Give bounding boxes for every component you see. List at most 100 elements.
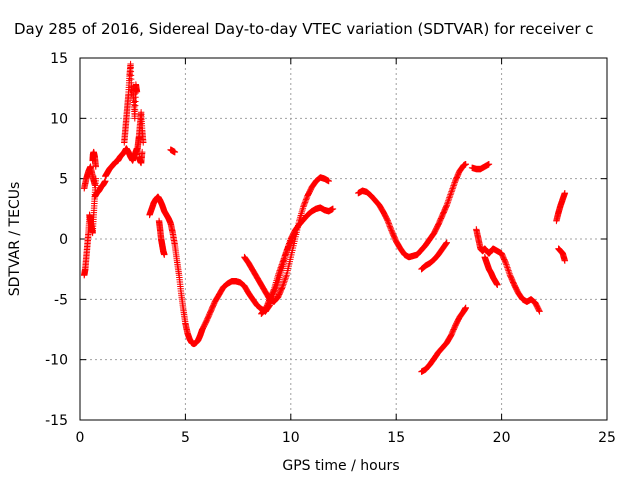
data-series-t23	[481, 253, 501, 289]
y-tick-label: 5	[59, 172, 68, 188]
data-point	[561, 189, 569, 197]
y-tick-label: 15	[50, 51, 68, 67]
data-point	[302, 197, 309, 205]
data-point	[279, 258, 287, 265]
x-tick-label: 5	[181, 430, 190, 446]
data-point	[385, 220, 393, 227]
data-point	[386, 221, 393, 229]
data-point	[384, 217, 391, 225]
data-point	[387, 225, 395, 233]
data-point	[301, 200, 308, 207]
data-point	[281, 276, 289, 283]
data-point	[503, 262, 511, 270]
x-tick-label: 15	[387, 430, 405, 446]
data-point	[444, 200, 451, 207]
data-point	[329, 205, 337, 213]
data-series-t11	[146, 193, 206, 348]
data-point	[448, 188, 455, 195]
y-axis-label: SDTVAR / TECUs	[7, 182, 23, 297]
data-point	[448, 186, 456, 194]
y-tick-label: 10	[50, 111, 68, 127]
data-series-t5	[91, 177, 109, 200]
data-series-t19	[418, 239, 450, 273]
data-point	[275, 270, 282, 277]
data-point	[462, 304, 469, 311]
data-point	[443, 240, 450, 247]
data-point	[278, 285, 286, 292]
data-series-t14	[199, 278, 269, 333]
data-point	[277, 264, 284, 271]
data-point	[281, 253, 288, 261]
data-series-t4	[89, 148, 100, 170]
data-series-t9	[133, 109, 147, 158]
data-series-t13	[167, 146, 179, 156]
data-series-t7	[121, 60, 135, 146]
data-point	[385, 219, 392, 226]
data-point	[281, 278, 288, 285]
data-points	[81, 60, 569, 375]
data-point	[386, 223, 394, 230]
data-point	[302, 196, 310, 203]
x-tick-label: 10	[282, 430, 300, 446]
data-point	[505, 268, 513, 276]
data-series-t17	[258, 229, 299, 318]
data-point	[449, 185, 456, 192]
data-point	[303, 195, 310, 202]
data-series-t12	[155, 217, 168, 258]
data-point	[276, 268, 283, 276]
data-point	[387, 224, 394, 231]
data-series-t18	[355, 160, 469, 261]
y-tick-label: 0	[59, 232, 68, 248]
data-point	[279, 259, 286, 267]
data-point	[449, 183, 457, 191]
data-point	[279, 282, 287, 289]
x-tick-label: 25	[598, 430, 616, 446]
data-point	[446, 194, 453, 201]
data-point	[279, 284, 286, 291]
data-point	[92, 175, 100, 182]
data-point	[280, 279, 288, 286]
data-point	[282, 273, 290, 280]
data-series-t22	[473, 226, 543, 315]
data-point	[133, 88, 141, 95]
data-point	[280, 255, 288, 262]
x-axis-label: GPS time / hours	[282, 458, 399, 474]
data-point	[443, 203, 450, 210]
data-point	[325, 177, 332, 185]
data-point	[274, 272, 282, 279]
data-point	[281, 252, 289, 259]
data-point	[443, 239, 450, 246]
data-point	[291, 229, 299, 237]
x-tick-label: 20	[493, 430, 511, 446]
data-point	[450, 182, 457, 189]
data-point	[506, 270, 513, 277]
data-point	[277, 265, 284, 273]
data-point	[504, 265, 512, 273]
data-point	[92, 163, 100, 170]
data-series-t24	[553, 189, 569, 225]
data-point	[442, 240, 449, 248]
data-point	[504, 264, 511, 271]
data-point	[505, 267, 512, 274]
x-tick-label: 0	[76, 430, 85, 446]
y-tick-label: -15	[45, 413, 68, 429]
data-point	[535, 307, 543, 314]
data-point	[444, 198, 452, 206]
data-point	[280, 256, 287, 264]
data-series-t2	[81, 163, 98, 192]
data-point	[561, 257, 569, 264]
data-point	[485, 160, 493, 168]
data-point	[445, 195, 453, 203]
data-series-t25	[555, 245, 569, 264]
y-tick-label: -10	[45, 353, 68, 369]
data-point	[494, 281, 501, 289]
data-point	[282, 249, 290, 256]
data-point	[446, 192, 454, 200]
data-series-t20	[418, 304, 469, 375]
chart-title: Day 285 of 2016, Sidereal Day-to-day VTE…	[14, 20, 594, 38]
data-point	[536, 308, 543, 315]
data-point	[278, 261, 286, 268]
data-point	[138, 148, 146, 156]
data-point	[447, 191, 454, 198]
data-point	[278, 262, 285, 270]
